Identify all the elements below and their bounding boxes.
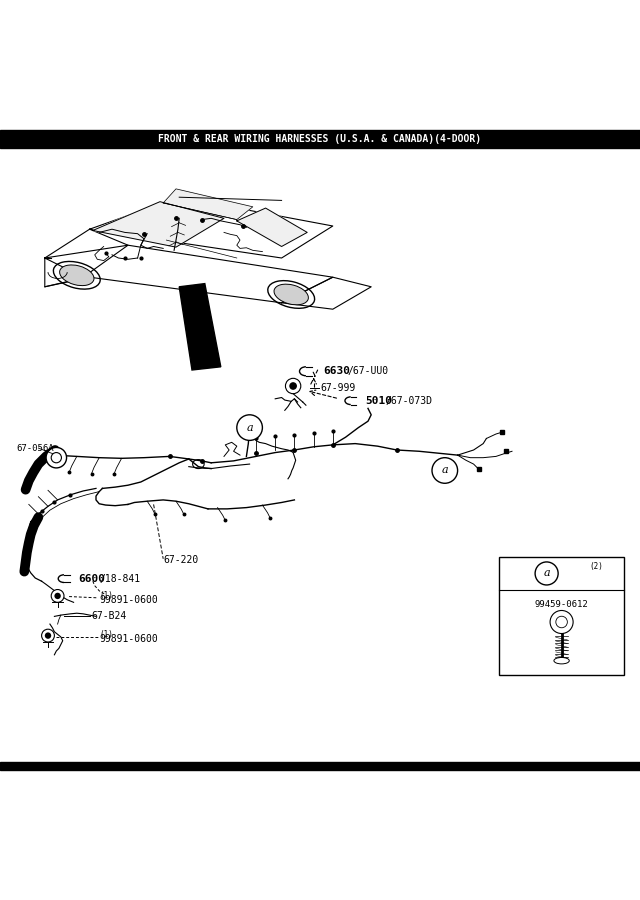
- Text: /67-UU0: /67-UU0: [348, 366, 388, 376]
- Text: 5010: 5010: [365, 396, 392, 406]
- Text: 6600: 6600: [78, 573, 105, 583]
- Circle shape: [42, 629, 54, 642]
- Text: /67-073D: /67-073D: [386, 396, 433, 406]
- Circle shape: [54, 593, 61, 599]
- Polygon shape: [93, 202, 224, 248]
- Text: /18-841: /18-841: [99, 573, 140, 583]
- Text: 99891-0600: 99891-0600: [99, 634, 158, 643]
- Bar: [0, 130, 640, 148]
- Text: (1): (1): [99, 590, 113, 599]
- Ellipse shape: [274, 284, 308, 305]
- Circle shape: [550, 610, 573, 634]
- Polygon shape: [179, 284, 221, 370]
- Text: a: a: [543, 569, 550, 579]
- Text: 67-B24: 67-B24: [91, 611, 126, 621]
- Polygon shape: [282, 277, 371, 310]
- Text: a: a: [246, 423, 253, 433]
- Text: FRONT & REAR WIRING HARNESSES (U.S.A. & CANADA)(4-DOOR): FRONT & REAR WIRING HARNESSES (U.S.A. & …: [159, 134, 481, 144]
- Text: 67-999: 67-999: [320, 382, 355, 393]
- Bar: [499, 557, 624, 675]
- Text: 6630: 6630: [323, 366, 350, 376]
- Polygon shape: [45, 245, 333, 302]
- Circle shape: [46, 447, 67, 468]
- Ellipse shape: [60, 265, 94, 285]
- Circle shape: [51, 590, 64, 602]
- Text: a: a: [442, 465, 448, 475]
- Text: 67-220: 67-220: [164, 555, 199, 565]
- Circle shape: [289, 382, 297, 390]
- Polygon shape: [90, 197, 333, 258]
- Circle shape: [285, 378, 301, 393]
- Text: 99891-0600: 99891-0600: [99, 595, 158, 605]
- Polygon shape: [45, 230, 128, 277]
- Circle shape: [556, 616, 568, 628]
- Circle shape: [535, 562, 558, 585]
- Polygon shape: [163, 189, 253, 220]
- Text: (1): (1): [99, 630, 113, 639]
- Text: 99459-0612: 99459-0612: [535, 599, 588, 608]
- Polygon shape: [237, 208, 307, 247]
- Circle shape: [432, 458, 458, 483]
- Text: 67-056A: 67-056A: [16, 444, 54, 453]
- Circle shape: [51, 453, 61, 463]
- Bar: [0, 762, 640, 770]
- Circle shape: [45, 633, 51, 639]
- Ellipse shape: [554, 658, 570, 664]
- Circle shape: [237, 415, 262, 440]
- Text: (2): (2): [589, 562, 604, 571]
